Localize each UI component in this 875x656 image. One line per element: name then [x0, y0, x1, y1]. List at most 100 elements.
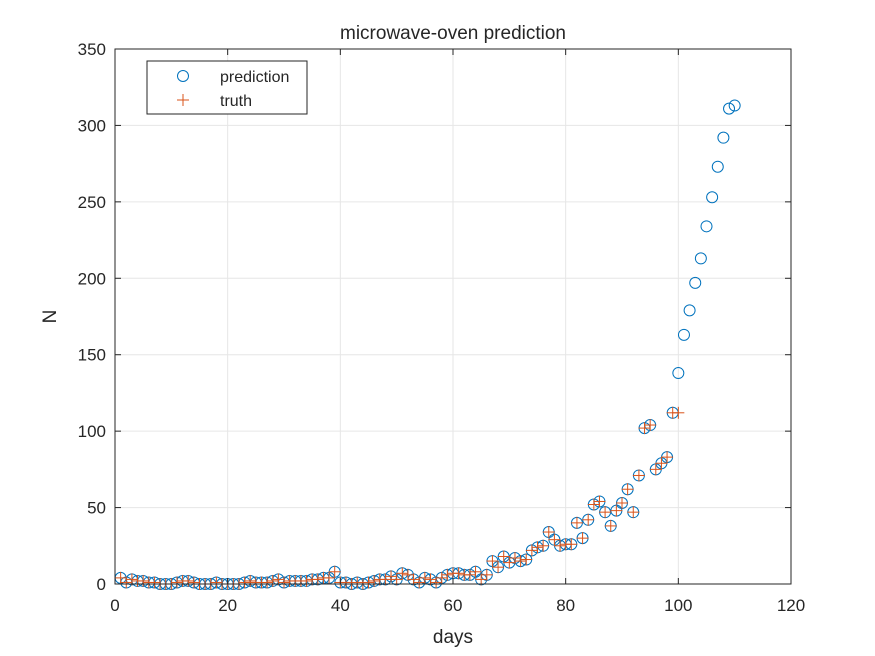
axis-ticks: 0 20 40 60 80 100 120 0 50 100 150 200 250 300 350 [78, 40, 806, 615]
truth-point [182, 574, 195, 587]
truth-point [187, 576, 200, 589]
truth-point [441, 568, 454, 581]
truth-point [661, 451, 674, 464]
truth-point [469, 565, 482, 578]
truth-point [300, 574, 313, 587]
truth-point [570, 516, 583, 529]
truth-point [261, 576, 274, 589]
prediction-point [689, 276, 702, 289]
truth-point [114, 571, 127, 584]
truth-point [351, 576, 364, 589]
truth-point [525, 544, 538, 557]
legend-prediction-marker [177, 70, 189, 82]
truth-point [424, 573, 437, 586]
truth-point [604, 519, 617, 532]
x-tick-label: 40 [331, 596, 350, 615]
truth-point [323, 571, 336, 584]
legend-circle-marker [177, 70, 189, 82]
prediction-point [694, 252, 707, 265]
truth-point [508, 552, 521, 565]
y-tick-label: 300 [78, 116, 106, 135]
y-tick-label: 0 [97, 575, 106, 594]
truth-point [238, 576, 251, 589]
truth-point [497, 550, 510, 563]
prediction-point [723, 102, 736, 115]
truth-point [503, 556, 516, 569]
y-tick-label: 350 [78, 40, 106, 59]
truth-point [475, 573, 488, 586]
truth-point [210, 576, 223, 589]
legend-plus-marker [177, 94, 189, 106]
truth-point [385, 570, 398, 583]
truth-point [537, 539, 550, 552]
truth-point [548, 533, 561, 546]
truth-point [649, 463, 662, 476]
truth-point [514, 555, 527, 568]
x-axis-label: days [433, 627, 473, 648]
truth-point [621, 483, 634, 496]
truth-point [430, 576, 443, 589]
legend-truth-label: truth [220, 93, 252, 110]
truth-point [463, 568, 476, 581]
truth-point [339, 576, 352, 589]
truth-point [435, 571, 448, 584]
truth-point [593, 495, 606, 508]
truth-point [244, 574, 257, 587]
x-tick-label: 0 [110, 596, 119, 615]
truth-point [368, 574, 381, 587]
truth-point [599, 506, 612, 519]
truth-point [148, 576, 161, 589]
truth-point [610, 504, 623, 517]
truth-point [125, 573, 138, 586]
x-tick-label: 60 [444, 596, 463, 615]
truth-point [565, 538, 578, 551]
x-tick-label: 80 [556, 596, 575, 615]
truth-point [137, 574, 150, 587]
truth-point [492, 561, 505, 574]
truth-point [311, 573, 324, 586]
prediction-point [677, 328, 690, 341]
truth-point [452, 567, 465, 580]
truth-point [627, 506, 640, 519]
truth-point [170, 576, 183, 589]
y-tick-label: 200 [78, 269, 106, 288]
x-tick-label: 120 [777, 596, 805, 615]
truth-point [328, 565, 341, 578]
prediction-point [717, 131, 730, 144]
truth-point [413, 576, 426, 589]
chart-title: microwave-oven prediction [340, 23, 566, 44]
truth-point [379, 573, 392, 586]
y-tick-label: 100 [78, 422, 106, 441]
prediction-point [706, 191, 719, 204]
truth-point [390, 573, 403, 586]
prediction-point [711, 160, 724, 173]
truth-point [542, 526, 555, 539]
truth-point [480, 568, 493, 581]
legend: prediction truth [146, 60, 308, 115]
truth-point [531, 541, 544, 554]
truth-point [520, 553, 533, 566]
truth-point [120, 576, 133, 589]
truth-point [396, 567, 409, 580]
truth-point [272, 573, 285, 586]
x-tick-label: 100 [664, 596, 692, 615]
truth-point [587, 498, 600, 511]
truth-point [362, 576, 375, 589]
truth-point [407, 573, 420, 586]
x-tick-label: 20 [218, 596, 237, 615]
prediction-point [683, 304, 696, 317]
grid-lines [114, 48, 792, 585]
y-tick-label: 50 [87, 499, 106, 518]
truth-point [655, 457, 668, 470]
legend-box [146, 60, 308, 115]
truth-point [616, 496, 628, 509]
prediction-point [700, 220, 713, 233]
truth-point [638, 422, 651, 435]
legend-truth-marker [177, 94, 189, 106]
truth-point [401, 568, 414, 581]
truth-point [266, 574, 279, 587]
truth-point [278, 576, 290, 589]
truth-point [418, 571, 431, 584]
